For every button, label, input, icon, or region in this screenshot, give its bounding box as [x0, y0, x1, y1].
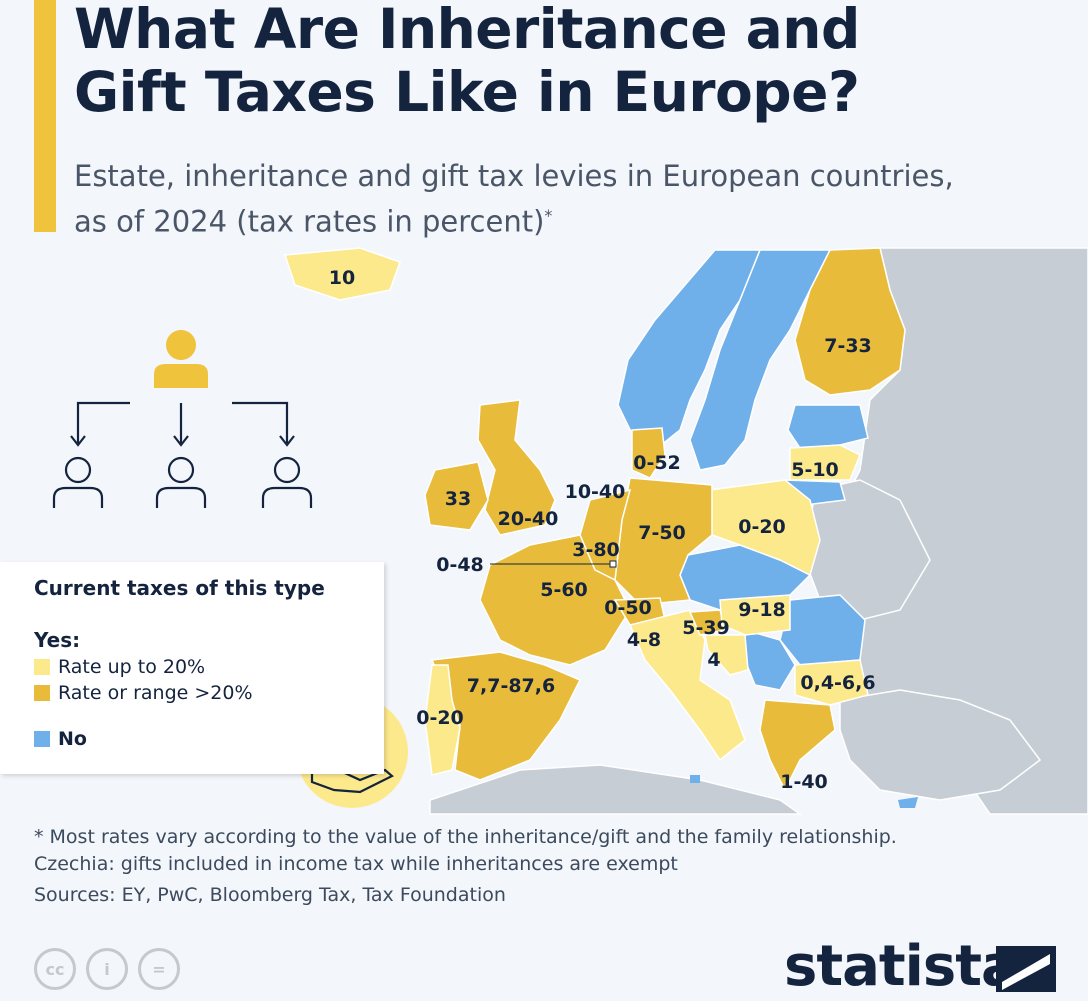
region-greece: [759, 699, 836, 792]
label-france: 5-60: [540, 579, 588, 601]
accent-bar: [34, 0, 56, 232]
region-latvia: [789, 444, 861, 481]
region-hungary: [719, 594, 791, 636]
luxembourg-marker: [609, 560, 617, 568]
label-luxembourg: 0-48: [436, 554, 484, 576]
label-ireland: 33: [445, 488, 471, 510]
legend-item-up-to-20: Rate up to 20%: [34, 656, 205, 678]
label-denmark: 0-52: [633, 452, 681, 474]
title-line-1: What Are Inheritance and: [74, 0, 860, 61]
region-cyprus: [898, 797, 918, 808]
subtitle-line-1: Estate, inheritance and gift tax levies …: [74, 159, 954, 193]
region-baltics-blue: [787, 404, 869, 449]
region-uk: [477, 399, 556, 536]
label-croatia: 4: [707, 649, 720, 671]
region-north-africa: [429, 764, 803, 815]
legend-item-over-20: Rate or range >20%: [34, 682, 253, 704]
region-ireland: [424, 461, 489, 531]
region-turkey: [839, 689, 1042, 801]
label-latvia: 5-10: [791, 459, 839, 481]
legend: Current taxes of this type Yes: Rate up …: [0, 562, 384, 774]
no-derivatives-icon[interactable]: =: [138, 948, 180, 990]
inheritance-arrows-icon: [70, 401, 295, 447]
legend-swatch-blue: [34, 731, 50, 747]
label-italy: 4-8: [627, 629, 661, 651]
license-icons: cc i =: [34, 948, 180, 990]
region-slovenia: [688, 609, 726, 636]
region-bulgaria: [794, 659, 869, 706]
cc-icon[interactable]: cc: [34, 948, 76, 990]
attribution-icon[interactable]: i: [86, 948, 128, 990]
label-hungary: 9-18: [738, 599, 786, 621]
sources: Sources: EY, PwC, Bloomberg Tax, Tax Fou…: [34, 884, 506, 906]
footnote: * Most rates vary according to the value…: [34, 824, 897, 878]
person-icon: [154, 330, 208, 388]
region-norway: [617, 249, 762, 451]
region-poland: [709, 479, 821, 577]
legend-title: Current taxes of this type: [34, 576, 325, 600]
label-poland: 0-20: [738, 516, 786, 538]
legend-swatch-dark: [34, 685, 50, 701]
region-malta: [690, 775, 700, 783]
subtitle-asterisk: *: [544, 206, 553, 225]
footnote-line-1: * Most rates vary according to the value…: [34, 826, 897, 848]
region-iceland: [283, 247, 401, 301]
subtitle: Estate, inheritance and gift tax levies …: [74, 156, 1074, 242]
footnote-line-2: Czechia: gifts included in income tax wh…: [34, 853, 678, 875]
legend-item-no: No: [34, 728, 87, 750]
region-finland: [794, 247, 906, 396]
label-finland: 7-33: [824, 335, 872, 357]
region-france: [479, 534, 631, 666]
subtitle-line-2: as of 2024 (tax rates in percent)*: [74, 196, 1074, 242]
label-netherlands: 10-40: [565, 481, 626, 503]
label-belgium: 3-80: [572, 539, 620, 561]
label-germany: 7-50: [638, 522, 686, 544]
legend-yes-label: Yes:: [34, 628, 81, 652]
heirs-icon: [52, 456, 313, 508]
region-portugal: [424, 664, 461, 776]
label-iceland: 10: [329, 267, 355, 289]
label-portugal: 0-20: [416, 707, 464, 729]
label-switzerland: 0-50: [604, 597, 652, 619]
legend-swatch-light: [34, 659, 50, 675]
statista-wordmark[interactable]: statista: [784, 934, 1019, 999]
label-bulgaria: 0,4-6,6: [800, 672, 875, 694]
region-sweden: [689, 249, 832, 471]
legend-item-up-to-20-label: Rate up to 20%: [58, 656, 206, 678]
subtitle-line-2-text: as of 2024 (tax rates in percent): [74, 204, 545, 239]
legend-no-label: No: [58, 728, 87, 750]
label-slovenia: 5-39: [682, 617, 730, 639]
statista-logo-icon: [996, 946, 1056, 992]
label-greece: 1-40: [780, 771, 828, 793]
title-line-2: Gift Taxes Like in Europe?: [74, 60, 860, 124]
region-croatia: [704, 634, 749, 676]
label-spain: 7,7-87,6: [467, 675, 555, 697]
inheritance-illustration: [52, 330, 313, 508]
page-title: What Are Inheritance and Gift Taxes Like…: [74, 0, 860, 124]
region-denmark: [631, 427, 666, 479]
label-uk: 20-40: [498, 508, 559, 530]
legend-item-over-20-label: Rate or range >20%: [58, 682, 253, 704]
